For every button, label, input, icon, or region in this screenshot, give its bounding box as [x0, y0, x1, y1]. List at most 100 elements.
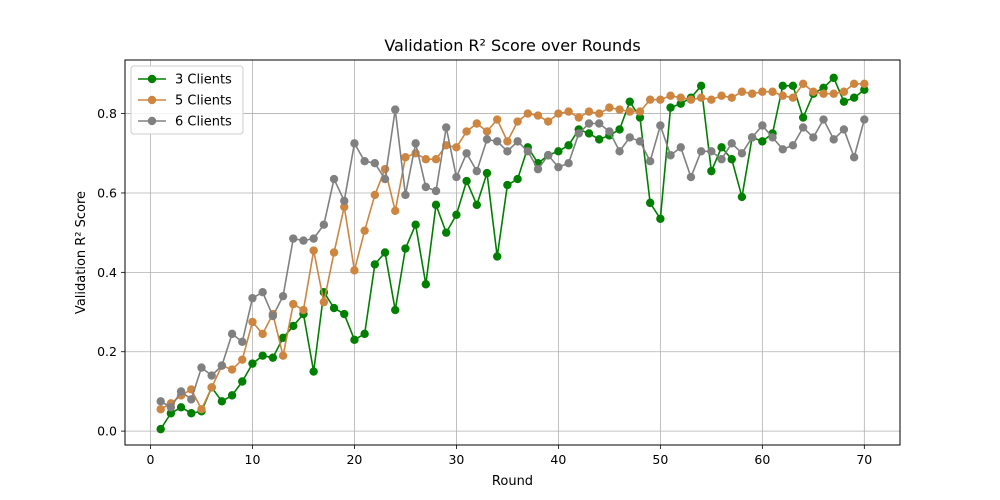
x-axis-title: Round: [492, 474, 533, 489]
data-point: [615, 147, 624, 156]
data-point: [594, 119, 604, 128]
data-point: [442, 123, 451, 132]
data-point: [839, 87, 849, 96]
data-point: [472, 200, 482, 210]
data-point: [747, 89, 757, 98]
x-tick-label: 10: [245, 452, 261, 467]
data-point: [809, 87, 818, 96]
data-point: [860, 85, 869, 94]
data-point: [513, 174, 522, 184]
data-point: [564, 107, 573, 116]
data-point: [462, 127, 471, 136]
data-point: [635, 137, 645, 146]
data-point: [431, 155, 441, 164]
data-point: [156, 397, 165, 406]
data-point: [452, 210, 461, 219]
data-point: [860, 115, 869, 124]
legend-item: 5 Clients: [138, 94, 232, 109]
data-point: [187, 409, 196, 418]
data-point: [493, 115, 502, 124]
data-point: [452, 172, 461, 182]
data-point: [482, 168, 492, 178]
data-point: [758, 121, 767, 130]
data-point: [289, 234, 298, 243]
data-point: [778, 145, 787, 154]
data-point: [401, 153, 410, 162]
data-point: [258, 287, 267, 297]
data-point: [278, 351, 288, 360]
data-point: [574, 129, 583, 138]
y-tick-label: 0.8: [97, 106, 117, 121]
data-point: [176, 403, 186, 412]
data-point: [493, 137, 502, 146]
data-point: [696, 147, 706, 156]
data-point: [696, 81, 706, 90]
series-1: [156, 73, 869, 434]
data-point: [462, 176, 471, 186]
data-point: [819, 89, 828, 98]
data-point: [656, 214, 665, 223]
legend-label: 6 Clients: [175, 115, 232, 130]
data-point: [809, 133, 818, 142]
x-tick-label: 60: [754, 452, 770, 467]
data-point: [554, 147, 563, 156]
x-tick-label: 50: [652, 452, 668, 467]
y-tick-label: 0.4: [97, 265, 117, 280]
data-point: [421, 182, 431, 192]
data-point: [431, 186, 441, 196]
data-point: [278, 291, 288, 301]
series-line: [160, 83, 865, 411]
data-point: [819, 83, 828, 92]
data-point: [299, 236, 308, 245]
data-point: [227, 329, 237, 339]
data-point: [391, 305, 400, 315]
data-point: [849, 79, 859, 89]
data-point: [227, 365, 237, 374]
plot-frame: [124, 59, 901, 446]
data-point: [329, 248, 339, 257]
data-point: [503, 147, 512, 156]
data-point: [401, 244, 410, 253]
y-tick-label: 0.0: [97, 424, 117, 439]
data-point: [768, 87, 777, 96]
data-point: [340, 202, 349, 212]
data-point: [421, 155, 431, 164]
data-point: [360, 157, 369, 166]
data-point: [737, 149, 747, 158]
data-point: [656, 121, 665, 130]
data-point: [666, 151, 675, 160]
legend-marker: [147, 116, 157, 126]
data-point: [309, 246, 318, 255]
data-point: [645, 157, 655, 166]
data-point: [380, 248, 390, 257]
data-point: [360, 329, 369, 339]
data-point: [411, 139, 420, 148]
data-point: [156, 405, 165, 414]
data-point: [278, 333, 288, 343]
data-point: [380, 174, 390, 184]
data-point: [503, 180, 512, 190]
data-point: [717, 155, 726, 164]
data-point: [482, 127, 492, 136]
data-point: [819, 115, 828, 124]
data-point: [758, 137, 767, 146]
data-point: [370, 260, 380, 269]
data-point: [309, 234, 318, 243]
x-tick-label: 30: [448, 452, 464, 467]
data-point: [238, 337, 247, 347]
data-point: [268, 353, 278, 362]
data-point: [319, 220, 329, 229]
y-axis-title: Validation R² Score: [74, 191, 89, 314]
data-point: [350, 139, 359, 148]
data-point: [258, 329, 267, 339]
data-point: [472, 166, 482, 176]
data-point: [676, 93, 685, 102]
data-point: [401, 190, 410, 200]
data-point: [289, 321, 298, 331]
data-point: [737, 87, 747, 96]
data-point: [666, 91, 675, 100]
data-point: [635, 113, 645, 122]
data-point: [615, 105, 624, 114]
data-point: [615, 125, 624, 134]
